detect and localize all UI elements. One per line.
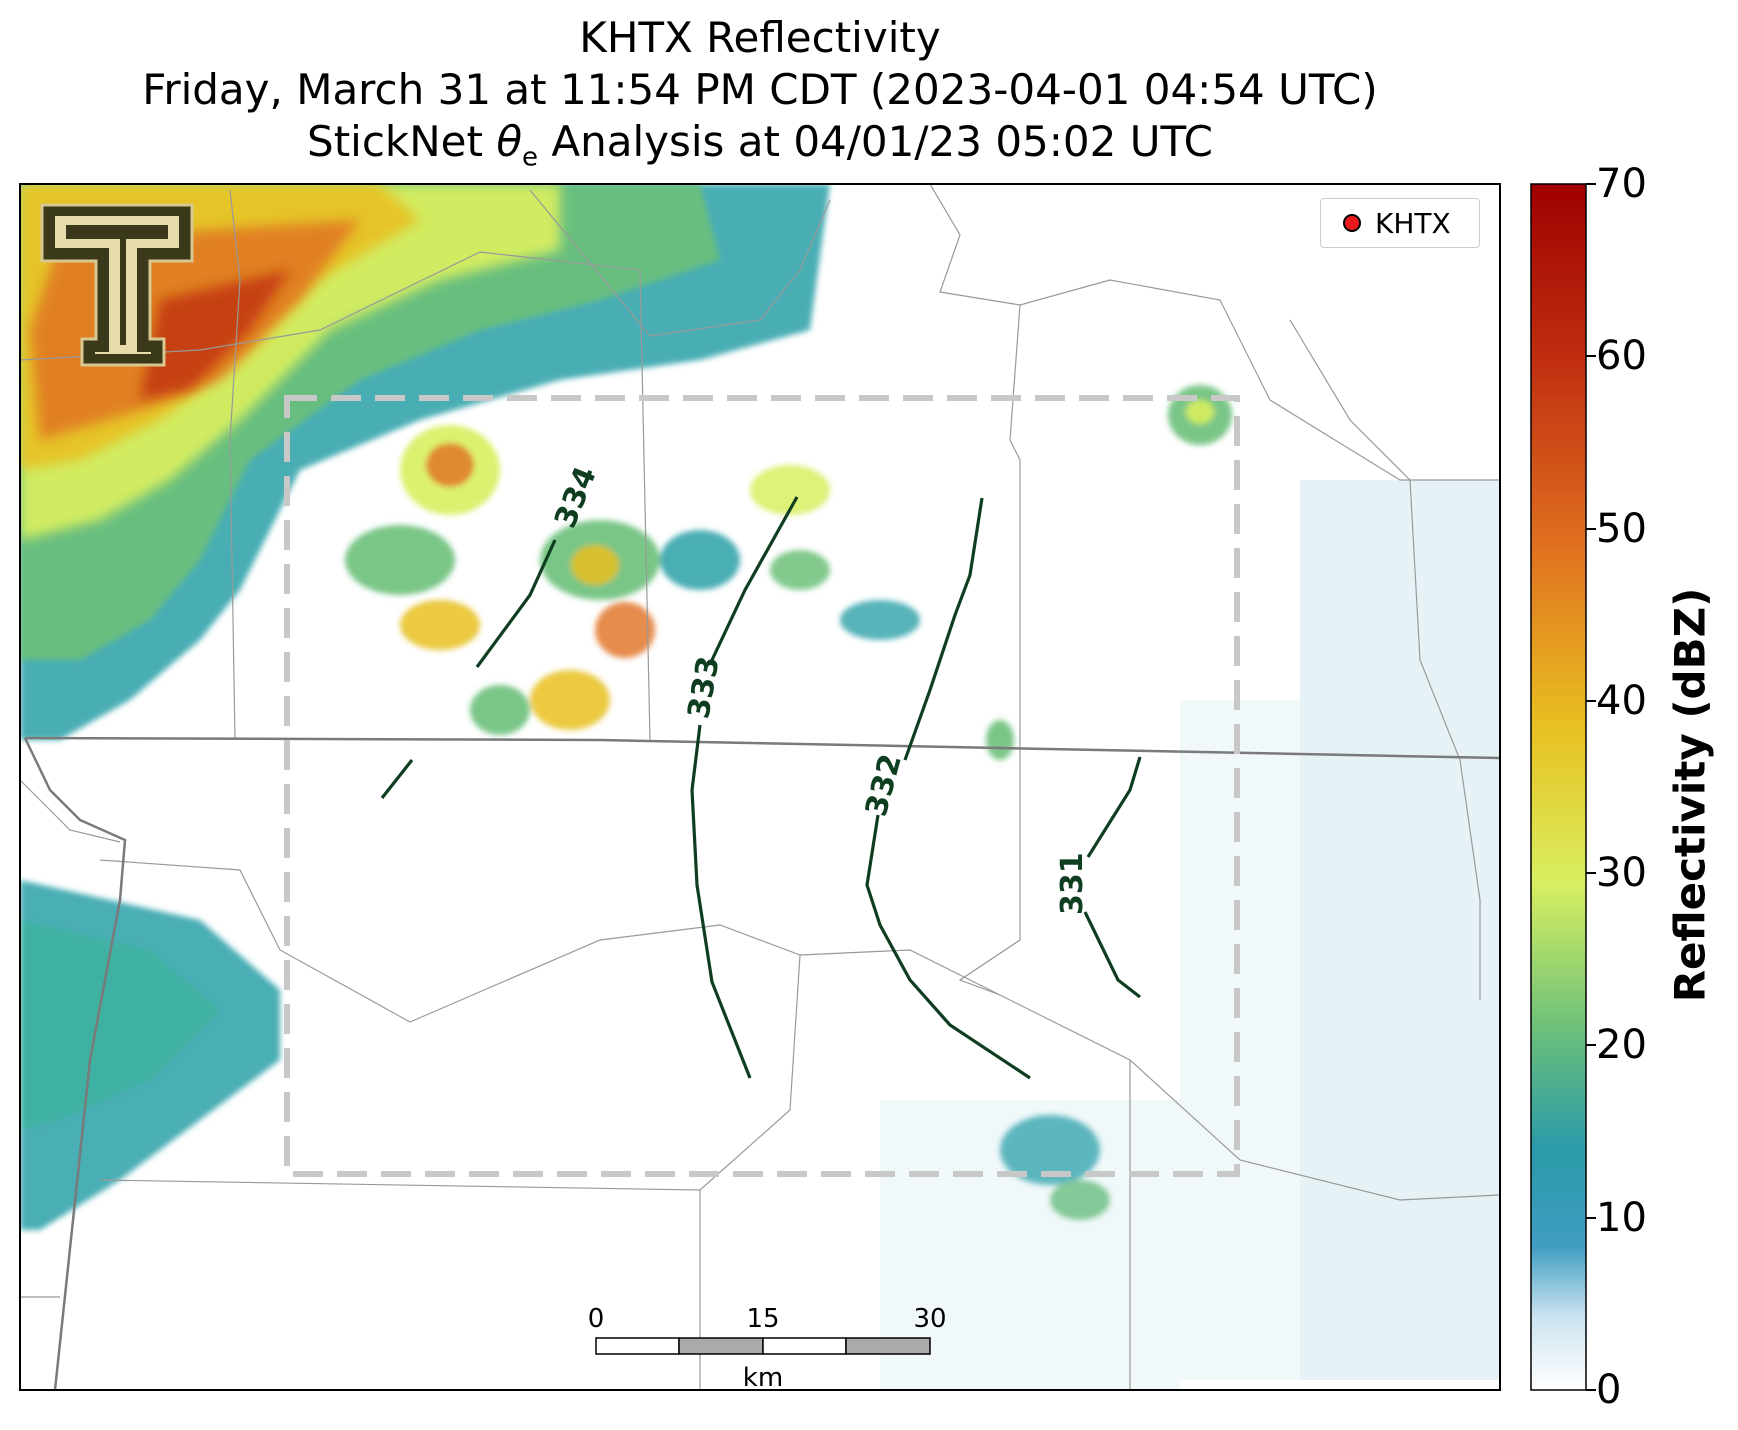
contour-333 (710, 496, 799, 661)
texas-tech-logo (40, 203, 194, 367)
analysis-domain-box (284, 395, 1240, 1177)
scale-tick-0: 0 (588, 1304, 605, 1334)
contour-333-lower (690, 724, 752, 1079)
scale-tick-15: 15 (746, 1304, 779, 1334)
theta-e-contours (380, 496, 1142, 1080)
theta-symbol: θ (496, 117, 523, 166)
colorbar-label: Reflectivity (dBZ) (1665, 587, 1715, 1003)
contour-331-lower (1083, 911, 1141, 999)
reflectivity-cells-central (345, 385, 1232, 1220)
contour-332 (903, 497, 984, 761)
colorbar-tick-20: 20 (1596, 1022, 1647, 1068)
contour-331 (1086, 756, 1142, 858)
contour-334 (475, 539, 557, 668)
colorbar-ticks (1586, 183, 1596, 1391)
colorbar-tick-60: 60 (1596, 333, 1647, 379)
scale-bar: 0 15 30 km (588, 1304, 947, 1393)
colorbar (1530, 183, 1587, 1391)
scale-tick-30: 30 (913, 1304, 946, 1334)
colorbar-tick-70: 70 (1596, 161, 1647, 207)
state-boundaries (23, 736, 1500, 1390)
title-line-3-prefix: StickNet (307, 117, 497, 166)
colorbar-tick-50: 50 (1596, 506, 1647, 552)
title-line-1: KHTX Reflectivity (579, 13, 941, 62)
colorbar-tick-30: 30 (1596, 850, 1647, 896)
reflectivity-band-northwest (20, 184, 830, 740)
title-line-2: Friday, March 31 at 11:54 PM CDT (2023-0… (142, 65, 1378, 114)
contour-332-lower (865, 814, 1031, 1080)
scale-unit: km (743, 1363, 783, 1393)
map-legend: KHTX (1320, 198, 1480, 248)
contour-334-lower (380, 759, 414, 799)
contour-label-331: 331 (1055, 852, 1090, 915)
colorbar-tick-10: 10 (1596, 1195, 1647, 1241)
title-line-3-suffix: Analysis at 04/01/23 05:02 UTC (538, 117, 1213, 166)
colorbar-tick-0: 0 (1596, 1367, 1622, 1413)
theta-subscript: e (522, 142, 539, 173)
figure-title: KHTX Reflectivity Friday, March 31 at 11… (0, 12, 1520, 183)
title-line-3: StickNet θe Analysis at 04/01/23 05:02 U… (0, 116, 1520, 183)
county-boundaries (20, 184, 1500, 1390)
radar-site-marker-icon (1343, 214, 1361, 232)
colorbar-tick-40: 40 (1596, 678, 1647, 724)
reflectivity-band-southwest (20, 880, 280, 1230)
legend-label: KHTX (1375, 206, 1451, 240)
